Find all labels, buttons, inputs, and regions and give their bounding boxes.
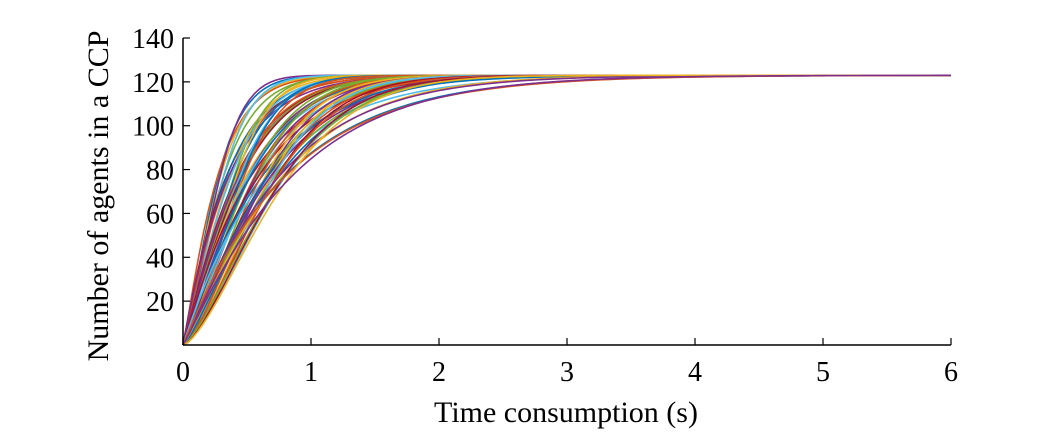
y-axis-label: Number of agents in a CCP xyxy=(82,31,115,362)
y-tick-label: 100 xyxy=(132,112,174,143)
series-layer xyxy=(182,74,952,346)
x-tick-label: 6 xyxy=(944,357,958,388)
x-axis-label: Time consumption (s) xyxy=(434,396,698,429)
y-tick-label: 80 xyxy=(146,156,174,187)
x-tick-label: 1 xyxy=(304,357,318,388)
series-line xyxy=(182,74,952,346)
y-tick-label: 40 xyxy=(146,243,174,274)
x-tick-label: 2 xyxy=(432,357,446,388)
axes xyxy=(182,37,952,346)
x-tick-label: 3 xyxy=(560,357,574,388)
tick-labels: 0 1 2 3 4 5 6 20 40 60 80 100 120 140 xyxy=(132,24,958,388)
x-tick-label: 0 xyxy=(176,357,190,388)
x-tick-label: 5 xyxy=(816,357,830,388)
x-tick-label: 4 xyxy=(688,357,702,388)
series-line xyxy=(182,74,951,346)
y-tick-label: 120 xyxy=(132,68,174,99)
y-tick-label: 140 xyxy=(132,24,174,55)
y-tick-label: 20 xyxy=(146,287,174,318)
y-tick-label: 60 xyxy=(146,199,174,230)
